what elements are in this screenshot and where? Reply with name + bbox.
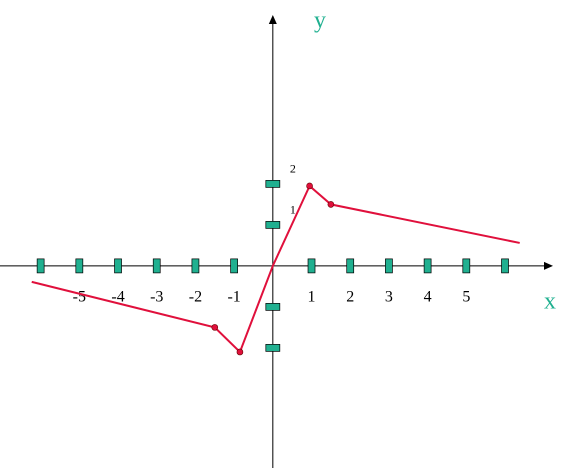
- x-tick-mark: [385, 258, 393, 274]
- y-axis-arrow: [268, 15, 277, 24]
- data-line: [31, 184, 520, 354]
- y-tick-mark: [265, 303, 281, 311]
- x-tick-label: -3: [150, 289, 163, 306]
- y-tick-label: 2: [290, 162, 296, 176]
- x-tick-label: 5: [462, 289, 470, 306]
- x-tick-mark: [230, 258, 238, 274]
- data-point: [211, 324, 219, 331]
- x-tick-label: -4: [111, 289, 124, 306]
- x-tick-label: 2: [346, 289, 354, 306]
- x-tick-mark: [423, 258, 432, 274]
- x-tick-mark: [36, 258, 45, 274]
- x-tick-mark: [501, 258, 509, 274]
- x-tick-mark: [114, 258, 122, 274]
- x-axis-label: x: [544, 289, 556, 315]
- x-tick-label: -5: [73, 289, 86, 306]
- x-tick-label: 1: [308, 289, 316, 306]
- y-tick-mark: [265, 344, 281, 352]
- x-tick-mark: [462, 258, 471, 274]
- x-tick-mark: [307, 258, 316, 274]
- data-point: [236, 348, 244, 356]
- x-tick-label: -2: [189, 289, 202, 306]
- x-tick-label: 3: [385, 289, 393, 306]
- x-tick-mark: [152, 258, 161, 274]
- x-axis-arrow: [544, 261, 553, 270]
- y-tick-mark: [265, 180, 281, 188]
- x-tick-label: -1: [227, 289, 240, 306]
- y-tick-mark: [265, 221, 281, 229]
- y-axis-label: y: [314, 8, 326, 34]
- data-point: [327, 201, 335, 208]
- x-tick-mark: [346, 258, 355, 274]
- x-tick-mark: [75, 258, 84, 274]
- y-tick-label: 1: [290, 203, 296, 217]
- x-tick-mark: [191, 258, 200, 274]
- data-point: [306, 182, 313, 190]
- x-tick-label: 4: [424, 289, 432, 306]
